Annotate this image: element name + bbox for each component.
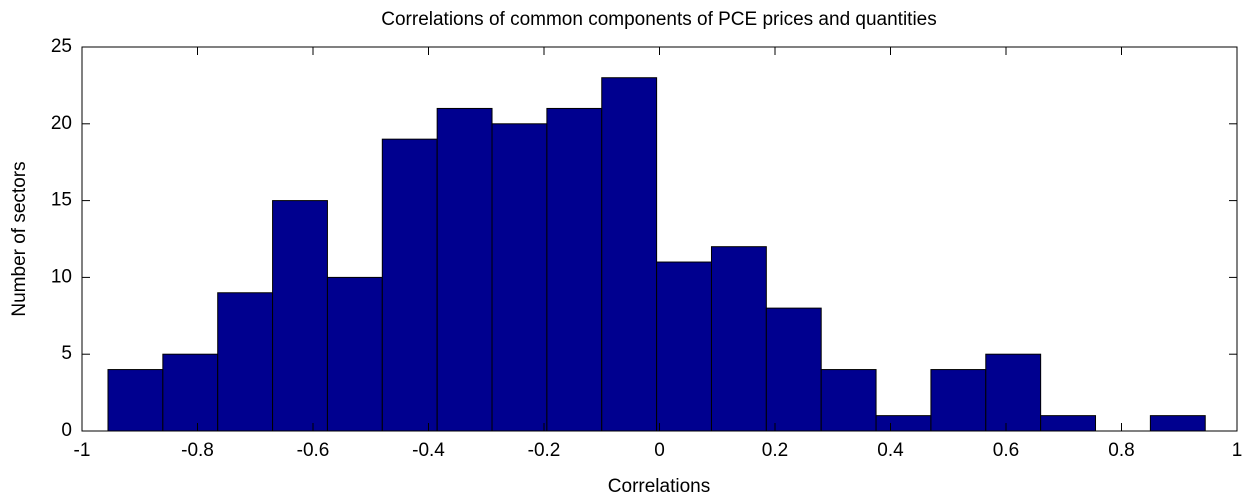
bar bbox=[601, 77, 658, 432]
x-tick-label: 0.4 bbox=[877, 440, 904, 461]
bar bbox=[491, 123, 548, 432]
bar bbox=[710, 246, 767, 432]
bar bbox=[1040, 415, 1097, 432]
bar bbox=[985, 353, 1042, 432]
y-tick-label: 10 bbox=[51, 266, 72, 287]
y-tick-label: 25 bbox=[51, 36, 72, 57]
chart-title: Correlations of common components of PCE… bbox=[381, 9, 937, 30]
bar bbox=[765, 307, 822, 432]
bar bbox=[820, 369, 877, 432]
y-tick-label: 15 bbox=[51, 190, 72, 211]
x-tick-label: 0.2 bbox=[762, 440, 788, 461]
bar bbox=[272, 200, 328, 432]
y-tick-label: 20 bbox=[51, 113, 72, 134]
x-tick-label: 1 bbox=[1232, 440, 1243, 461]
bar bbox=[930, 369, 987, 432]
x-tick-label: 0.8 bbox=[1108, 440, 1134, 461]
x-tick-label: -0.4 bbox=[412, 440, 445, 461]
bar bbox=[546, 107, 603, 432]
x-tick-label: -1 bbox=[74, 440, 91, 461]
y-axis-label: Number of sectors bbox=[9, 161, 30, 316]
y-tick-label: 5 bbox=[61, 343, 72, 364]
bar bbox=[381, 138, 438, 432]
y-tick-label: 0 bbox=[61, 420, 72, 441]
x-axis-label: Correlations bbox=[608, 476, 710, 497]
bar bbox=[656, 261, 712, 432]
bar bbox=[1149, 415, 1206, 432]
bar bbox=[107, 369, 164, 432]
x-tick-label: 0.6 bbox=[993, 440, 1019, 461]
bar bbox=[326, 276, 383, 432]
x-tick-label: -0.2 bbox=[528, 440, 561, 461]
x-tick-label: -0.6 bbox=[297, 440, 330, 461]
bar bbox=[217, 292, 274, 432]
bar bbox=[875, 415, 932, 432]
x-tick-label: -0.8 bbox=[181, 440, 214, 461]
bar bbox=[436, 107, 493, 432]
x-tick-label: 0 bbox=[654, 440, 665, 461]
bar bbox=[162, 353, 219, 432]
